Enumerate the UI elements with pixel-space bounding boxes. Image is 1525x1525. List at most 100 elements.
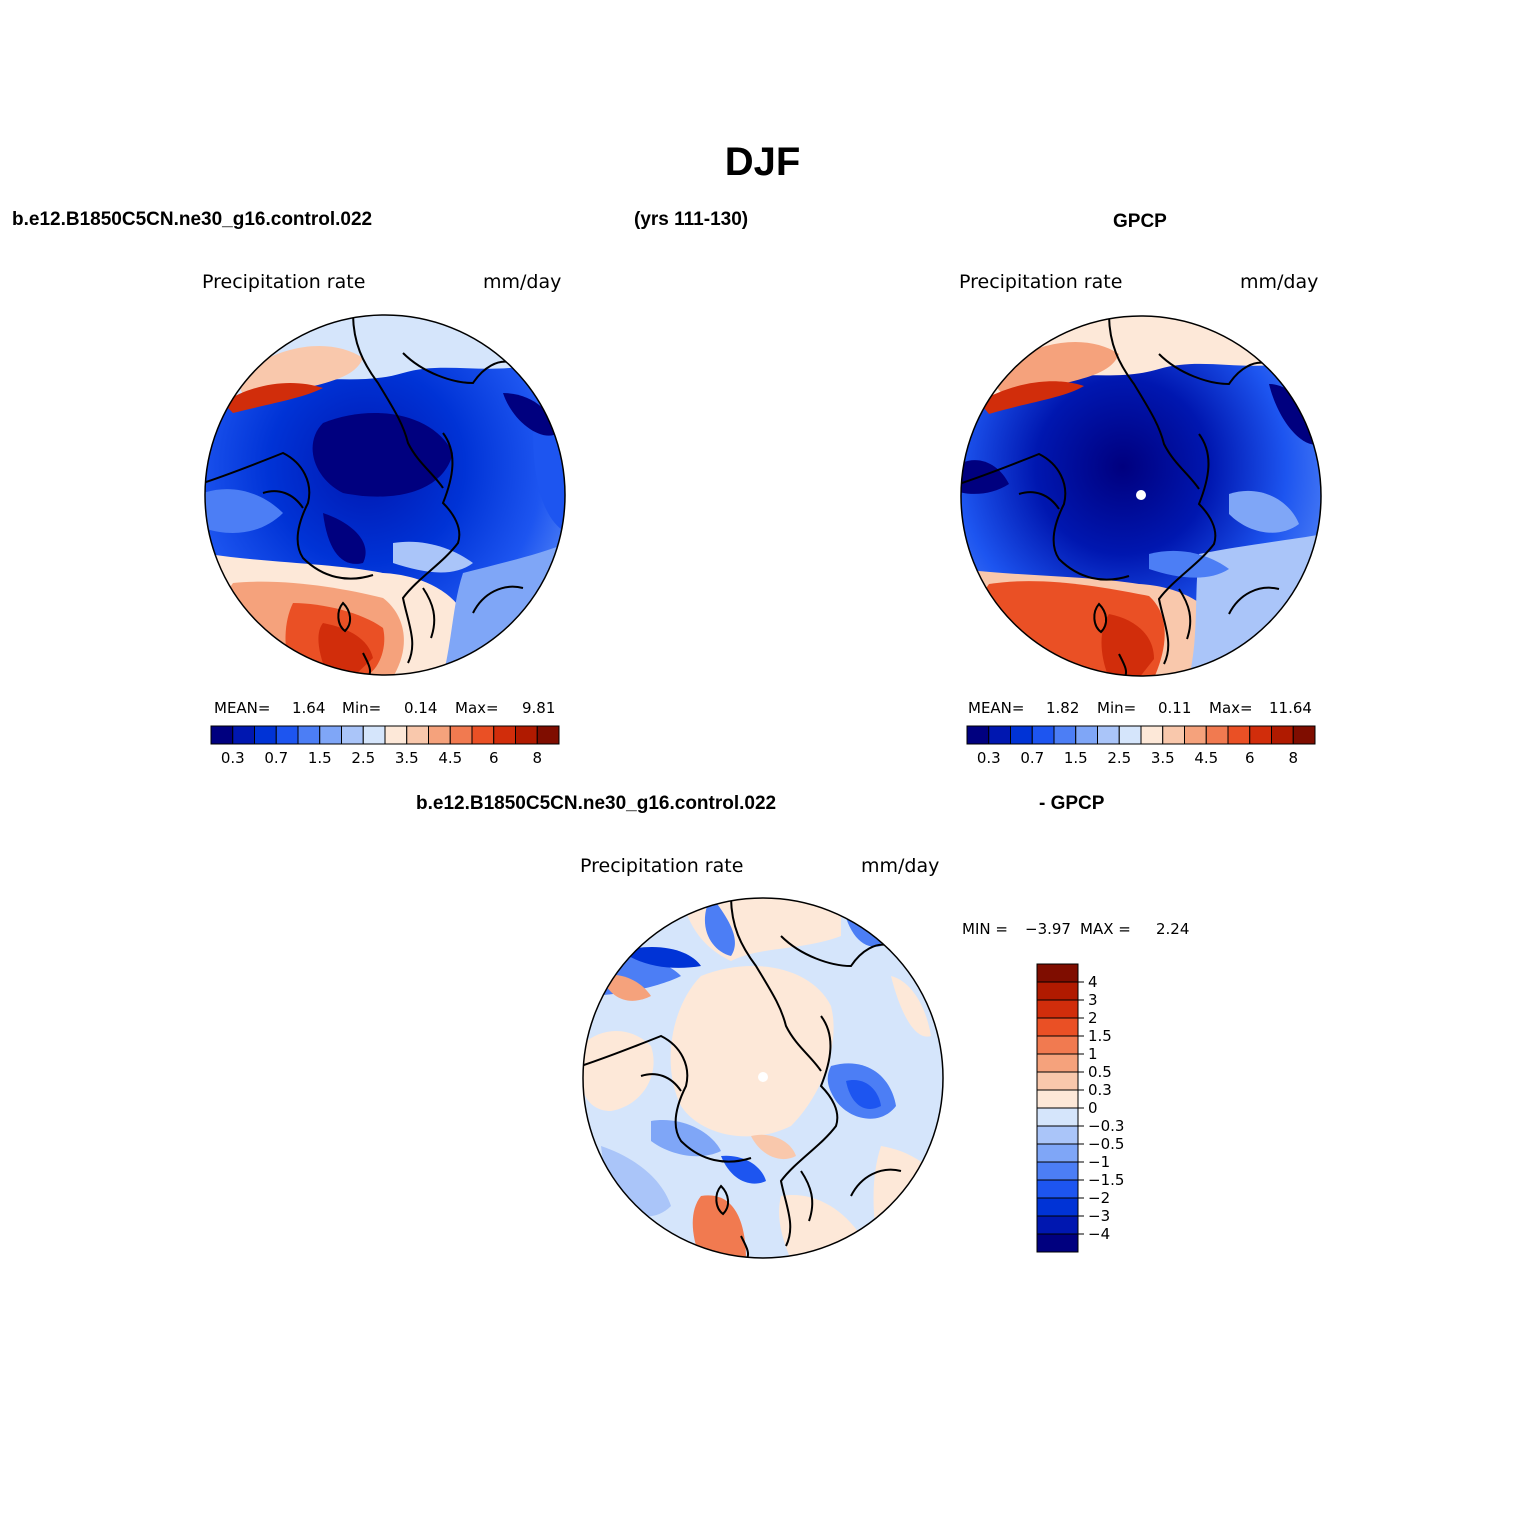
- diff-colorbar-swatch: [1036, 1071, 1079, 1091]
- obs-colorbar-tick-label: 2.5: [1107, 749, 1131, 767]
- obs-colorbar-swatch: [1162, 725, 1185, 745]
- model-colorbar-swatch: [384, 725, 408, 745]
- diff-colorbar-swatch: [1036, 1089, 1079, 1109]
- obs-colorbar-swatch: [1031, 725, 1055, 745]
- obs-colorbar-tick-label: 8: [1288, 749, 1298, 767]
- obs-pole-missing-dot: [1136, 490, 1146, 500]
- diff-colorbar-swatch: [1036, 1197, 1079, 1217]
- obs-colorbar-tick-label: 0.7: [1020, 749, 1044, 767]
- diff-shade-region: [621, 946, 701, 968]
- diff-colorbar-tick-label: 0.3: [1088, 1081, 1112, 1099]
- model-shade-region: [393, 541, 473, 573]
- diff-colorbar-swatch: [1036, 1125, 1079, 1145]
- model-map-border: [204, 314, 566, 676]
- diff-colorbar-swatch: [1036, 963, 1079, 983]
- diff-colorbar-tick-label: −3: [1088, 1207, 1110, 1225]
- model-colorbar-swatch: [406, 725, 429, 745]
- model-colorbar-swatch: [536, 725, 560, 745]
- obs-max-value: 11.64: [1269, 699, 1312, 717]
- diff-colorbar-tick-label: 1: [1088, 1045, 1098, 1063]
- diff-case-name-label: b.e12.B1850C5CN.ne30_g16.control.022: [416, 793, 777, 814]
- model-coastlines: [205, 315, 524, 675]
- diff-max-value: 2.24: [1156, 920, 1190, 938]
- model-colorbar-swatch: [493, 725, 516, 745]
- diff-colorbar-tick-label: −0.3: [1088, 1117, 1124, 1135]
- diff-colorbar-tick-label: 2: [1088, 1009, 1098, 1027]
- diff-obs-name-label: - GPCP: [1039, 793, 1105, 814]
- model-colorbar-swatch: [428, 725, 451, 745]
- model-colorbar-swatch: [232, 725, 255, 745]
- model-mean-value: 1.64: [292, 699, 326, 717]
- diff-colorbar-tick-label: −0.5: [1088, 1135, 1124, 1153]
- obs-shade-region: [1189, 534, 1321, 676]
- obs-colorbar-swatch: [1053, 725, 1077, 745]
- model-units-label: mm/day: [483, 271, 562, 293]
- obs-polar-map: [960, 315, 1322, 677]
- obs-variable-label: Precipitation rate: [959, 271, 1123, 293]
- obs-shade-region: [979, 381, 1084, 414]
- diff-colorbar-swatch: [1036, 1233, 1079, 1253]
- obs-mean-label: MEAN=: [968, 699, 1025, 717]
- diff-colorbar-swatch: [1036, 1161, 1079, 1181]
- diff-min-label: MIN =: [962, 920, 1008, 938]
- model-shade-region: [323, 513, 366, 564]
- model-min-value: 0.14: [404, 699, 438, 717]
- obs-units-label: mm/day: [1240, 271, 1319, 293]
- diff-colorbar-tick-label: 3: [1088, 991, 1098, 1009]
- diff-colorbar-tick-label: −2: [1088, 1189, 1110, 1207]
- diff-shade-region: [846, 1080, 881, 1109]
- diff-units-label: mm/day: [861, 855, 940, 877]
- obs-colorbar-swatch: [1010, 725, 1033, 745]
- model-colorbar-tick-label: 4.5: [438, 749, 462, 767]
- model-colorbar-tick-label: 8: [532, 749, 542, 767]
- obs-max-label: Max=: [1209, 699, 1253, 717]
- model-colorbar-tick-label: 0.7: [264, 749, 288, 767]
- diff-max-label: MAX =: [1080, 920, 1131, 938]
- obs-colorbar-tick-label: 4.5: [1194, 749, 1218, 767]
- diff-pole-missing-dot: [758, 1072, 768, 1082]
- model-variable-label: Precipitation rate: [202, 271, 366, 293]
- diff-colorbar-swatch: [1036, 999, 1079, 1019]
- diff-shade-region: [583, 1031, 654, 1111]
- diff-colorbar-swatch: [1036, 1035, 1079, 1055]
- obs-shade-region: [1269, 384, 1319, 445]
- model-colorbar-swatch: [362, 725, 386, 745]
- diff-colorbar-swatch: [1036, 1215, 1079, 1235]
- model-colorbar-swatch: [297, 725, 321, 745]
- diff-colorbar-tick-label: −1.5: [1088, 1171, 1124, 1189]
- model-colorbar-swatch: [515, 725, 538, 745]
- obs-colorbar-swatch: [1140, 725, 1164, 745]
- case-name-label: b.e12.B1850C5CN.ne30_g16.control.022: [12, 209, 373, 230]
- diff-shade-region: [891, 976, 931, 1037]
- diff-colorbar-swatch: [1036, 1143, 1079, 1163]
- obs-colorbar-tick-label: 6: [1245, 749, 1255, 767]
- model-max-label: Max=: [455, 699, 499, 717]
- obs-colorbar-swatch: [988, 725, 1011, 745]
- diff-colorbar-tick-label: 4: [1088, 973, 1098, 991]
- diff-shade-region: [651, 1120, 721, 1157]
- model-shade-region: [318, 623, 373, 675]
- model-colorbar-tick-label: 6: [489, 749, 499, 767]
- diff-colorbar-swatch: [1036, 1107, 1079, 1127]
- model-shade-region: [312, 413, 453, 497]
- figure-title: DJF: [724, 140, 801, 184]
- diff-variable-label: Precipitation rate: [580, 855, 744, 877]
- model-mean-label: MEAN=: [214, 699, 271, 717]
- model-colorbar-swatch: [341, 725, 364, 745]
- obs-colorbar-swatch: [1184, 725, 1207, 745]
- obs-colorbar-swatch: [966, 725, 990, 745]
- obs-coastlines: [961, 316, 1280, 676]
- diff-colorbar-tick-label: −4: [1088, 1225, 1110, 1243]
- diff-colorbar-swatch: [1036, 1179, 1079, 1199]
- obs-map-border: [960, 315, 1322, 677]
- diff-map-border: [582, 897, 944, 1259]
- obs-colorbar-swatch: [1271, 725, 1294, 745]
- diff-shade-region: [751, 1134, 796, 1160]
- model-colorbar-tick-label: 2.5: [351, 749, 375, 767]
- model-colorbar-swatch: [210, 725, 234, 745]
- obs-shade-region: [1229, 490, 1299, 533]
- diff-shade-region: [873, 1146, 943, 1258]
- diff-polar-map: [582, 897, 944, 1259]
- diff-coastlines: [583, 898, 902, 1258]
- obs-shade-region: [961, 460, 1009, 494]
